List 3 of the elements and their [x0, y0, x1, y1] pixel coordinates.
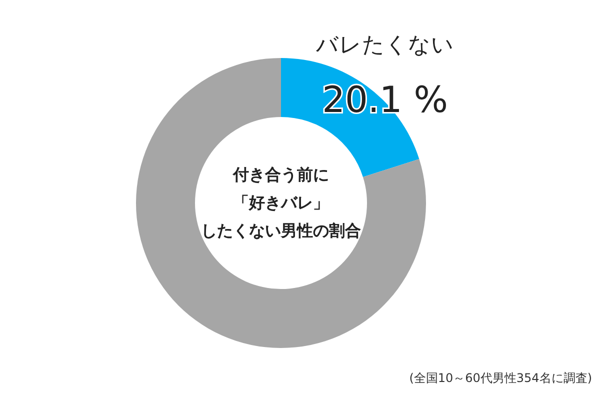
text: 付き合う前に「好きバレ」したくない男性の割合 [200, 164, 362, 242]
text: (全国10～60代男性354名に調査) [409, 371, 592, 385]
slice-label: バレたくない [315, 33, 454, 58]
